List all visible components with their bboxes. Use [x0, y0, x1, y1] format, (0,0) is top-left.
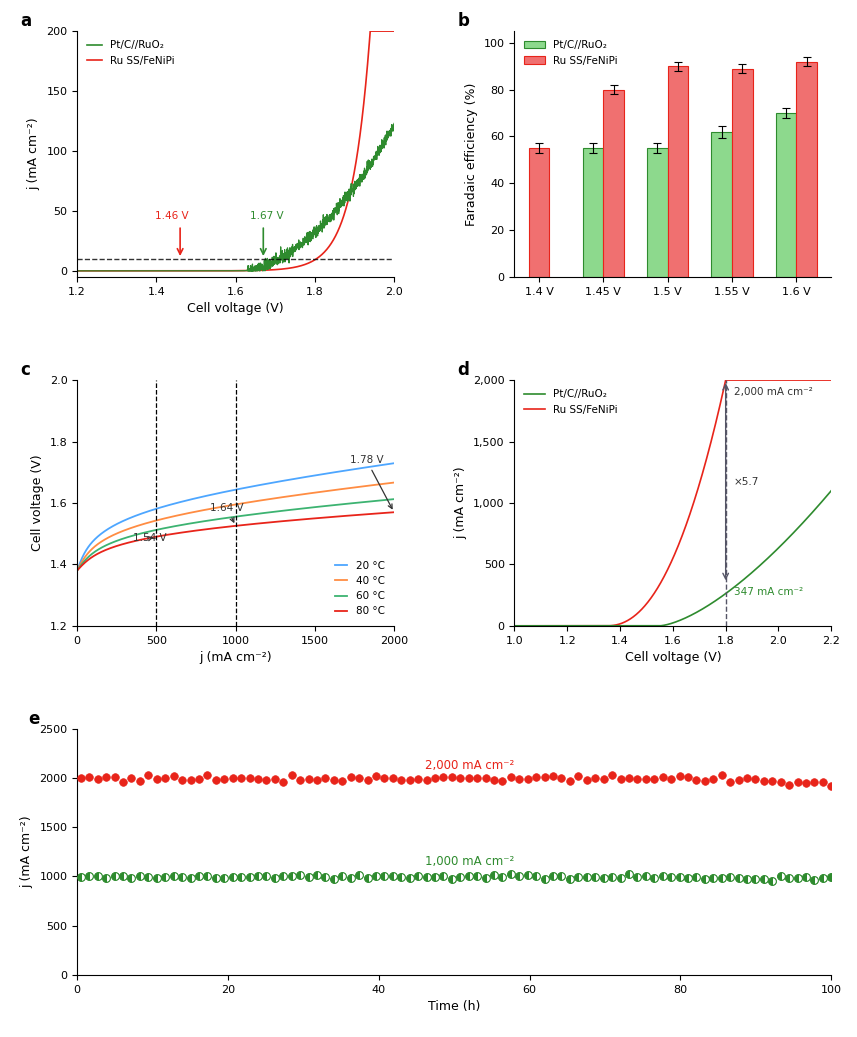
60 °C: [72, 564, 82, 577]
40 °C: [72, 564, 82, 577]
Bar: [668, 66, 688, 277]
40 °C: [264, 493, 274, 505]
Line: 60 °C: 60 °C: [77, 499, 394, 570]
60 °C: [389, 493, 399, 505]
80 °C: [256, 517, 267, 530]
Legend: 20 °C, 40 °C, 60 °C, 80 °C: 20 °C, 40 °C, 60 °C, 80 °C: [331, 557, 389, 620]
Text: b: b: [458, 12, 470, 30]
X-axis label: j (mA cm⁻²): j (mA cm⁻²): [200, 651, 272, 664]
Legend: Pt/C//RuO₂, Ru SS/FeNiPi: Pt/C//RuO₂, Ru SS/FeNiPi: [82, 36, 179, 69]
60 °C: [312, 501, 322, 513]
20 °C: [92, 531, 102, 543]
20 °C: [345, 464, 355, 476]
20 °C: [256, 478, 267, 491]
Line: 80 °C: 80 °C: [77, 512, 394, 570]
Bar: [529, 148, 549, 277]
Text: d: d: [458, 361, 470, 380]
Text: 2,000 mA cm⁻²: 2,000 mA cm⁻²: [425, 759, 514, 772]
Bar: [732, 68, 752, 277]
Text: e: e: [28, 710, 39, 728]
80 °C: [264, 516, 274, 529]
Y-axis label: Faradaic efficiency (%): Faradaic efficiency (%): [465, 82, 478, 226]
Y-axis label: Cell voltage (V): Cell voltage (V): [31, 454, 44, 552]
Text: a: a: [20, 12, 31, 30]
40 °C: [345, 482, 355, 495]
40 °C: [256, 495, 267, 507]
80 °C: [389, 506, 399, 518]
Legend: Pt/C//RuO₂, Ru SS/FeNiPi: Pt/C//RuO₂, Ru SS/FeNiPi: [519, 36, 621, 69]
Text: 1.64 V: 1.64 V: [210, 503, 244, 522]
Text: 1.67 V: 1.67 V: [250, 212, 284, 221]
40 °C: [274, 492, 285, 504]
80 °C: [72, 564, 82, 577]
60 °C: [256, 507, 267, 520]
Text: 1.78 V: 1.78 V: [350, 455, 392, 508]
20 °C: [312, 469, 322, 481]
40 °C: [312, 486, 322, 499]
X-axis label: Cell voltage (V): Cell voltage (V): [625, 651, 722, 664]
X-axis label: Time (h): Time (h): [428, 1000, 481, 1013]
40 °C: [92, 539, 102, 552]
60 °C: [274, 505, 285, 517]
20 °C: [264, 477, 274, 489]
Text: 2,000 mA cm⁻²: 2,000 mA cm⁻²: [734, 388, 812, 397]
20 °C: [274, 475, 285, 487]
Bar: [776, 113, 796, 277]
Text: 1,000 mA cm⁻²: 1,000 mA cm⁻²: [425, 854, 514, 868]
Text: 1.46 V: 1.46 V: [155, 212, 189, 221]
Legend: Pt/C//RuO₂, Ru SS/FeNiPi: Pt/C//RuO₂, Ru SS/FeNiPi: [519, 386, 621, 419]
Y-axis label: j (mA cm⁻²): j (mA cm⁻²): [21, 815, 33, 889]
20 °C: [72, 564, 82, 577]
80 °C: [274, 515, 285, 528]
Text: ×5.7: ×5.7: [734, 477, 759, 486]
Text: 1.54 V: 1.54 V: [133, 533, 166, 543]
80 °C: [345, 509, 355, 522]
Y-axis label: j (mA cm⁻²): j (mA cm⁻²): [27, 117, 41, 191]
Text: c: c: [20, 361, 30, 380]
Line: 20 °C: 20 °C: [77, 464, 394, 570]
Bar: [583, 148, 603, 277]
60 °C: [92, 544, 102, 557]
Text: 347 mA cm⁻²: 347 mA cm⁻²: [734, 587, 803, 597]
20 °C: [389, 457, 399, 470]
80 °C: [92, 549, 102, 561]
Bar: [711, 132, 732, 277]
60 °C: [264, 506, 274, 518]
60 °C: [345, 497, 355, 509]
80 °C: [312, 512, 322, 525]
Bar: [603, 89, 624, 277]
40 °C: [389, 476, 399, 488]
Y-axis label: j (mA cm⁻²): j (mA cm⁻²): [454, 467, 468, 539]
Line: 40 °C: 40 °C: [77, 482, 394, 570]
X-axis label: Cell voltage (V): Cell voltage (V): [187, 302, 284, 315]
Bar: [647, 148, 668, 277]
Bar: [796, 61, 817, 277]
